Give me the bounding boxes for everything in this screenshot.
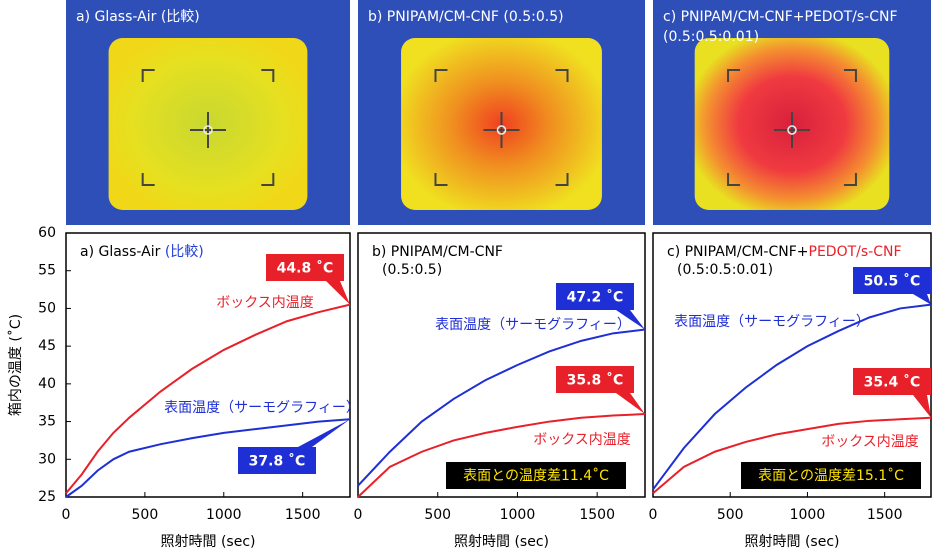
callout-pointer [326,281,350,305]
callout-label: 35.8 ˚C [567,372,624,389]
x-tick-label: 1000 [206,507,242,523]
x-tick-label: 1500 [867,507,903,523]
series-label: ボックス内温度 [216,295,314,311]
callout-pointer [616,393,645,414]
x-axis-label: 照射時間 (sec) [745,534,840,550]
chart-title: (0.5:0.5) [382,262,442,278]
image-label: a) Glass-Air (比較) [76,9,200,25]
series-label: 表面温度（サーモグラフィー） [164,400,360,416]
image-label: c) PNIPAM/CM-CNF+PEDOT/s-CNF [663,9,898,25]
y-tick-label: 50 [38,300,56,316]
y-tick-label: 60 [38,225,56,241]
title-part: a) Glass-Air [80,244,165,260]
figure: a) Glass-Air (比較) b) PNIPAM/CM-CNF (0.5:0… [0,0,932,551]
series-label: ボックス内温度 [533,432,631,448]
annotation: 表面との温度差15.1˚C [758,467,904,484]
x-tick-label: 500 [132,507,159,523]
chart-title: c) PNIPAM/CM-CNF+PEDOT/s-CNF [667,244,902,260]
x-tick-label: 500 [717,507,744,523]
annotation: 表面との温度差11.4˚C [463,467,609,484]
x-tick-label: 1000 [790,507,826,523]
y-tick-label: 25 [38,489,56,505]
x-axis-label: 照射時間 (sec) [454,534,549,550]
x-tick-label: 1000 [500,507,536,523]
callout-label: 37.8 ˚C [249,453,306,470]
chart-title: a) Glass-Air (比較) [80,244,204,260]
y-axis-label: 箱内の温度 (˚C) [7,314,24,416]
x-tick-label: 0 [649,507,658,523]
x-axis-label: 照射時間 (sec) [161,534,256,550]
series-label: 表面温度（サーモグラフィー） [674,314,870,330]
x-tick-label: 0 [354,507,363,523]
x-tick-label: 1500 [285,507,321,523]
callout-label: 47.2 ˚C [567,289,624,306]
callout-label: 35.4 ˚C [864,374,921,391]
title-part: PEDOT/s-CNF [809,244,902,260]
callout-pointer [913,395,931,418]
series-label: ボックス内温度 [821,434,919,450]
title-part: (0.5:0.5) [382,262,442,278]
chart-title: (0.5:0.5:0.01) [677,262,773,278]
callout-pointer [913,294,931,305]
x-tick-label: 500 [424,507,451,523]
y-tick-label: 40 [38,376,56,392]
y-tick-label: 30 [38,451,56,467]
title-part: c) PNIPAM/CM-CNF+ [667,244,809,260]
image-label: b) PNIPAM/CM-CNF (0.5:0.5) [368,9,564,25]
image-label: (0.5:0.5:0.01) [663,29,759,45]
series-label: 表面温度（サーモグラフィー） [435,317,631,333]
y-tick-label: 45 [38,338,56,354]
title-part: b) PNIPAM/CM-CNF [372,244,503,260]
y-tick-label: 55 [38,263,56,279]
callout-label: 44.8 ˚C [277,260,334,277]
y-tick-label: 35 [38,414,56,430]
chart-title: b) PNIPAM/CM-CNF [372,244,503,260]
title-part: (0.5:0.5:0.01) [677,262,773,278]
title-part: (比較) [165,244,204,260]
x-tick-label: 1500 [579,507,615,523]
callout-label: 50.5 ˚C [864,273,921,290]
x-tick-label: 0 [62,507,71,523]
